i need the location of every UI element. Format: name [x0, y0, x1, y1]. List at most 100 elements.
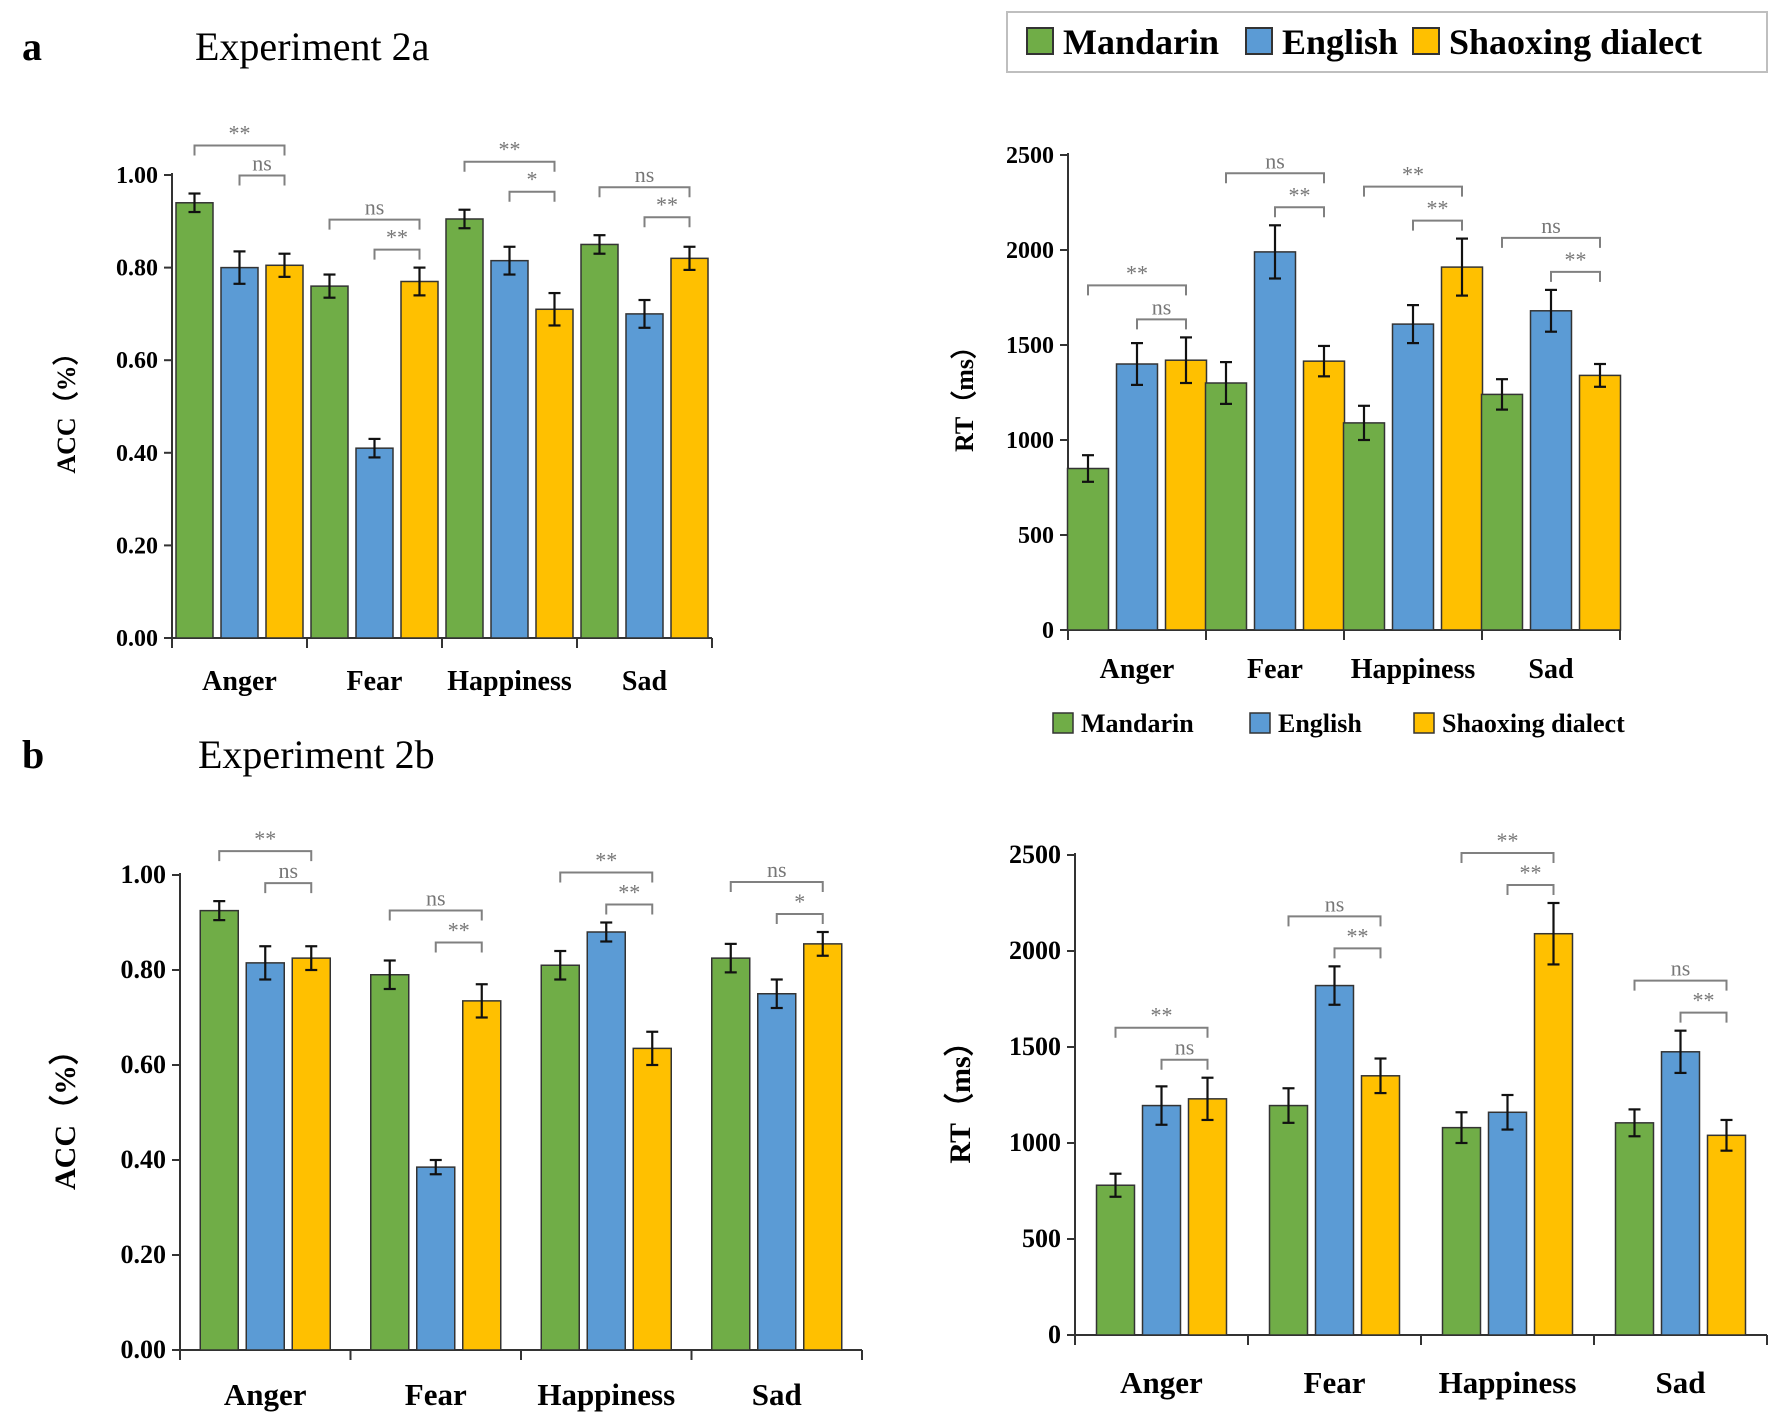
category-label: Sad — [752, 1377, 802, 1412]
bar — [1314, 984, 1355, 1336]
bar — [1115, 363, 1159, 631]
category-label: Sad — [1528, 654, 1574, 685]
panel-a-title: Experiment 2a — [195, 24, 430, 69]
legend-top-frame — [1006, 11, 1768, 73]
bar — [462, 1000, 502, 1351]
panel-b-title: Experiment 2b — [198, 732, 435, 777]
significance-label: ** — [1520, 860, 1542, 885]
y-axis-label: ACC（%） — [48, 1035, 82, 1190]
bar — [625, 313, 664, 639]
significance-label: ns — [1541, 213, 1561, 238]
chart-a-rt: 0 500 1000 1500 2000 2500 RT（ms） Anger Fear Happi… — [950, 143, 1622, 685]
bar — [540, 964, 580, 1351]
significance-label: ** — [1693, 988, 1715, 1013]
significance-bracket — [643, 216, 691, 228]
bar — [265, 264, 304, 639]
significance-label: ** — [1289, 182, 1311, 207]
bar — [1187, 1098, 1228, 1336]
significance-label: ** — [386, 225, 408, 250]
y-tick-label: 1500 — [1009, 1032, 1061, 1061]
legend-label-shaoxing-dialect: Shaoxing dialect — [1449, 22, 1702, 62]
y-tick-label: 0.00 — [116, 626, 158, 652]
significance-bracket — [605, 903, 654, 915]
category-label: Anger — [1100, 654, 1175, 685]
legend-swatch-mandarin — [1052, 712, 1074, 734]
bar — [1253, 251, 1297, 631]
bar — [1480, 393, 1524, 631]
significance-label: ns — [426, 886, 446, 911]
category-label: Anger — [1120, 1365, 1203, 1400]
bar — [586, 931, 626, 1351]
bar — [1706, 1134, 1747, 1336]
legend-swatch-shaoxing-dialect — [1413, 712, 1435, 734]
bar — [1360, 1075, 1401, 1336]
significance-bracket — [373, 248, 421, 260]
significance-label: ** — [1402, 162, 1424, 187]
significance-label: ns — [365, 195, 385, 220]
bar — [535, 308, 574, 639]
significance-bracket — [508, 190, 556, 202]
significance-bracket — [729, 881, 824, 892]
panel-b-letter: b — [22, 732, 44, 777]
significance-label: ns — [252, 151, 272, 176]
significance-bracket — [559, 871, 654, 883]
chart-a-acc: 0.00 0.20 0.40 0.60 0.80 1.00 ACC（%） Anger Fear H… — [52, 121, 713, 697]
significance-bracket — [1274, 206, 1325, 218]
significance-bracket — [1460, 852, 1555, 863]
bar — [1487, 1111, 1528, 1336]
legend-label-shaoxing-dialect: Shaoxing dialect — [1442, 709, 1625, 738]
y-axis-label: RT（ms） — [950, 333, 979, 452]
y-tick-label: 0.60 — [116, 348, 158, 374]
significance-bracket — [1412, 219, 1463, 231]
y-tick-label: 2500 — [1009, 840, 1061, 869]
significance-bracket — [1550, 270, 1601, 282]
significance-bracket — [463, 160, 556, 172]
bar — [1660, 1051, 1701, 1336]
significance-bracket — [1087, 284, 1187, 296]
significance-bracket — [328, 218, 421, 230]
significance-label: ** — [254, 826, 276, 851]
bar — [310, 285, 349, 639]
category-label: Anger — [224, 1377, 307, 1412]
y-tick-label: 1.00 — [121, 860, 167, 889]
bar — [490, 259, 529, 639]
y-tick-label: 0.60 — [121, 1050, 167, 1079]
significance-label: ** — [1497, 828, 1519, 853]
significance-bracket — [1114, 1026, 1209, 1038]
bar — [291, 957, 331, 1351]
bar — [670, 257, 709, 639]
bar — [1614, 1122, 1655, 1336]
legend-label-english: English — [1282, 22, 1398, 62]
significance-label: ** — [618, 880, 640, 905]
y-tick-label: 0 — [1042, 618, 1054, 644]
significance-label: * — [527, 167, 538, 192]
category-label: Fear — [347, 666, 403, 697]
bar — [1141, 1104, 1182, 1336]
bar — [711, 957, 751, 1351]
y-tick-label: 1500 — [1006, 333, 1054, 359]
significance-bracket — [1363, 185, 1463, 197]
bar — [416, 1166, 456, 1351]
bar — [220, 266, 259, 639]
significance-bracket — [218, 850, 313, 862]
significance-bracket — [598, 186, 691, 198]
bar — [1533, 932, 1574, 1336]
y-axis-label: RT（ms） — [943, 1026, 977, 1163]
category-label: Happiness — [1351, 654, 1476, 685]
significance-bracket — [238, 174, 286, 186]
significance-label: ** — [595, 848, 617, 873]
significance-bracket — [1633, 979, 1728, 991]
significance-bracket — [434, 941, 483, 953]
chart-b-acc: 0.00 0.20 0.40 0.60 0.80 1.00 ACC（%） Anger Fear H… — [48, 826, 863, 1412]
significance-label: ** — [656, 192, 678, 217]
category-label: Anger — [202, 666, 277, 697]
category-label: Fear — [405, 1377, 467, 1412]
significance-label: * — [794, 889, 805, 914]
significance-label: ** — [1427, 196, 1449, 221]
y-tick-label: 1000 — [1006, 428, 1054, 454]
significance-bracket — [1333, 947, 1382, 959]
y-tick-label: 500 — [1022, 1224, 1061, 1253]
legend-swatch-english — [1249, 712, 1271, 734]
y-tick-label: 500 — [1018, 523, 1054, 549]
y-tick-label: 1000 — [1009, 1128, 1061, 1157]
